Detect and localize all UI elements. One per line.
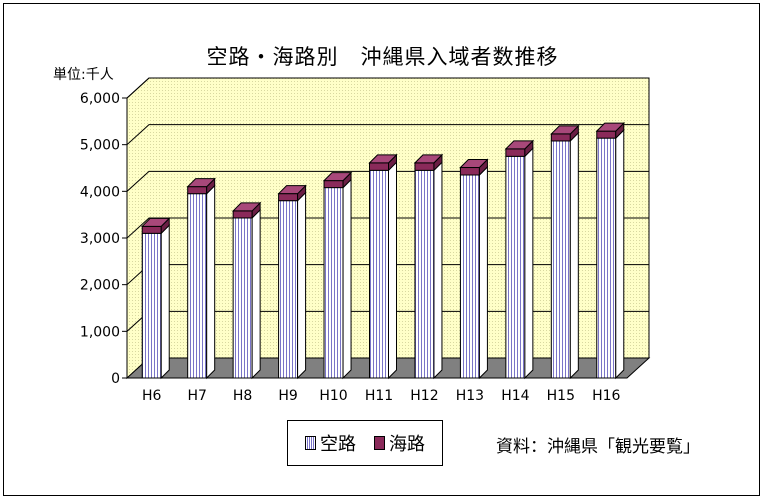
bar-top-H6 <box>141 217 171 227</box>
bar-air-side-H14 <box>524 147 534 380</box>
bar-air-H11 <box>369 169 389 379</box>
bar-air-side-H11 <box>388 161 397 380</box>
x-tick-label: H10 <box>319 388 347 404</box>
x-tick-label: H16 <box>592 388 620 404</box>
legend-swatch-air <box>305 436 316 450</box>
bar-air-side-H6 <box>160 224 170 380</box>
bar-air-side-H16 <box>615 128 625 380</box>
x-tick-label: H12 <box>410 388 438 404</box>
bar-air-H8 <box>232 217 253 379</box>
bar-sea-H15 <box>550 133 571 142</box>
legend: 空路 海路 <box>287 420 443 466</box>
y-tick-label: 2,000 <box>80 278 120 294</box>
chart-title: 空路・海路別 沖縄県入域者数推移 <box>206 45 559 69</box>
bar-top-H9 <box>277 185 307 195</box>
bar-sea-H12 <box>414 162 435 171</box>
legend-swatch-sea <box>374 436 385 450</box>
x-tick-label: H13 <box>456 388 484 404</box>
bar-sea-H9 <box>278 193 299 202</box>
x-tick-label: H8 <box>233 388 252 404</box>
y-tick-label: 3,000 <box>80 231 120 247</box>
bar-sea-H14 <box>505 148 526 157</box>
y-tick-label: 1,000 <box>80 324 120 340</box>
bar-air-side-H9 <box>297 191 307 380</box>
bar-top-H16 <box>595 122 625 132</box>
bar-top-H15 <box>550 125 580 135</box>
x-tick-label: H11 <box>365 388 393 404</box>
x-tick-label: H6 <box>142 388 162 404</box>
source-note: 資料：沖縄県「観光要覧」 <box>496 437 700 457</box>
bar-sea-H11 <box>369 162 389 171</box>
x-tick-label: H15 <box>547 388 575 404</box>
x-tick-label: H7 <box>187 388 206 404</box>
bar-air-H12 <box>414 169 435 379</box>
gridline <box>126 124 649 146</box>
bar-air-H9 <box>278 200 299 379</box>
bar-air-side-H15 <box>569 131 579 380</box>
legend-label-air: 空路 <box>320 434 356 455</box>
bar-air-side-H10 <box>342 178 352 380</box>
bar-top-H12 <box>413 154 444 164</box>
y-tick-label: 6,000 <box>80 91 120 107</box>
legend-item-sea: 海路 <box>374 430 425 456</box>
bar-air-H6 <box>141 232 162 379</box>
bar-top-H10 <box>322 172 353 182</box>
bar-top-H7 <box>186 178 216 188</box>
bar-sea-H7 <box>187 186 208 195</box>
bar-air-H15 <box>550 140 571 379</box>
bar-sea-H10 <box>323 180 344 189</box>
bar-top-H8 <box>231 202 262 212</box>
bar-air-H10 <box>323 187 344 379</box>
bar-air-H7 <box>187 193 208 379</box>
bar-air-H14 <box>505 155 526 379</box>
bar-air-side-H8 <box>251 208 261 380</box>
bar-sea-H8 <box>232 210 253 219</box>
bar-top-H14 <box>504 140 535 150</box>
x-tick-label: H14 <box>501 388 529 404</box>
y-tick-label: 5,000 <box>80 138 120 154</box>
x-tick-label: H9 <box>278 388 297 404</box>
bar-top-H11 <box>368 154 398 164</box>
bar-top-H13 <box>459 159 489 169</box>
bar-air-H13 <box>459 174 480 379</box>
bar-air-side-H13 <box>478 165 488 380</box>
bar-air-side-H12 <box>433 161 443 380</box>
bar-air-side-H7 <box>206 184 216 380</box>
bar-air-H16 <box>596 137 617 379</box>
gridline <box>126 77 649 99</box>
bar-sea-H16 <box>596 130 617 139</box>
bar-sea-H13 <box>459 167 480 176</box>
y-tick-label: 0 <box>111 371 120 387</box>
unit-label: 単位:千人 <box>53 67 114 83</box>
bar-sea-H6 <box>141 225 162 234</box>
legend-item-air: 空路 <box>305 430 356 456</box>
legend-label-sea: 海路 <box>389 434 425 455</box>
y-tick-label: 4,000 <box>80 184 120 200</box>
